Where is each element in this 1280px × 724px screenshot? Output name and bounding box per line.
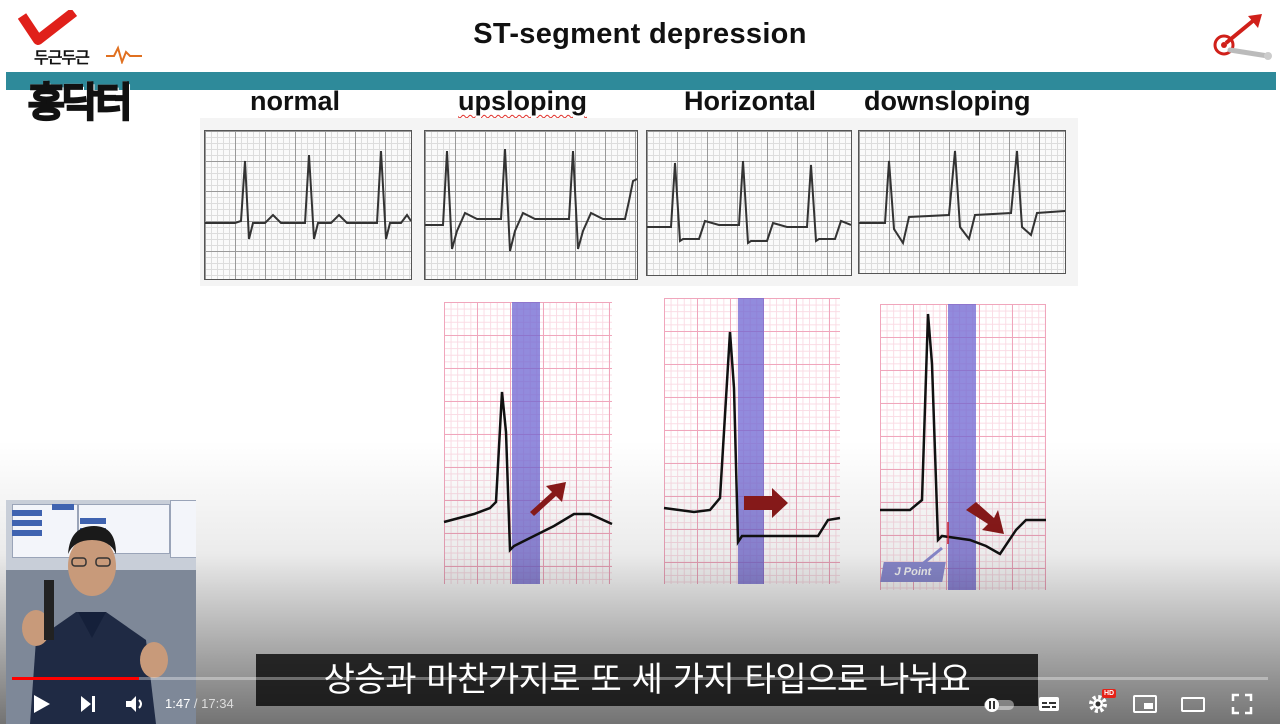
play-icon (34, 695, 50, 713)
presenter-figure (6, 526, 196, 724)
volume-icon (126, 696, 142, 712)
next-icon (81, 696, 95, 712)
theater-button[interactable] (1180, 692, 1206, 716)
ecg-trace-horizontal (647, 160, 851, 245)
play-button[interactable] (30, 692, 52, 716)
ecg-trace-normal (205, 150, 411, 240)
ecg-strip-downsloping (858, 130, 1066, 274)
diagram-horizontal (663, 298, 841, 584)
logo-title: 홍닥터 (27, 79, 133, 127)
settings-button[interactable] (1086, 692, 1110, 716)
subtitles-button[interactable] (1037, 692, 1061, 716)
heartbeat-icon (106, 45, 142, 64)
progress-bar[interactable] (12, 677, 1268, 680)
j-point-label: J Point (880, 562, 946, 582)
diagram-trace-upsloping (443, 391, 613, 553)
miniplayer-icon (1133, 695, 1157, 713)
miniplayer-button[interactable] (1132, 692, 1158, 716)
autoplay-toggle[interactable] (982, 696, 1016, 720)
volume-button[interactable] (124, 692, 146, 716)
fullscreen-icon (1231, 693, 1253, 715)
target-arrow-icon (1213, 14, 1272, 60)
diagram-downsloping (880, 304, 1046, 590)
slide-title: ST-segment depression (473, 18, 807, 50)
next-button[interactable] (78, 692, 98, 716)
ecg-strip-upsloping (424, 130, 638, 280)
gear-icon (1089, 695, 1107, 713)
subtitles-icon (1039, 697, 1059, 711)
label-normal: normal (250, 86, 341, 116)
time-display: 1:47 / 17:34 (165, 696, 234, 711)
autoplay-toggle-icon (984, 698, 1014, 712)
label-downsloping: downsloping (864, 86, 1031, 116)
channel-logo (14, 10, 164, 122)
ecg-trace-downsloping (859, 150, 1065, 246)
progress-played (12, 677, 140, 680)
ecg-trace-upsloping (425, 148, 637, 252)
presenter-webcam (6, 500, 196, 724)
label-upsloping: upsloping (458, 86, 587, 116)
caption-text: 상승과 마찬가지로 또 세 가지 타입으로 나눠요 (256, 654, 1038, 706)
down-arrow-icon (966, 502, 1004, 534)
current-time: 1:47 (165, 696, 191, 711)
duration: 17:34 (201, 696, 234, 711)
diagram-trace-downsloping (880, 313, 1046, 568)
hd-badge: HD (1102, 689, 1117, 698)
diagram-upsloping (443, 302, 613, 584)
ecg-strip-normal (204, 130, 412, 280)
label-horizontal: Horizontal (684, 86, 816, 116)
check-logo-icon (18, 10, 78, 45)
up-arrow-icon (530, 482, 566, 516)
diagram-trace-horizontal (663, 331, 841, 546)
fullscreen-button[interactable] (1230, 692, 1254, 716)
logo-subtitle: 두근두근 (34, 48, 90, 67)
ecg-strip-horizontal (646, 130, 852, 276)
title-accent-bar (6, 72, 1276, 90)
theater-icon (1181, 697, 1205, 712)
right-arrow-icon (744, 488, 788, 518)
